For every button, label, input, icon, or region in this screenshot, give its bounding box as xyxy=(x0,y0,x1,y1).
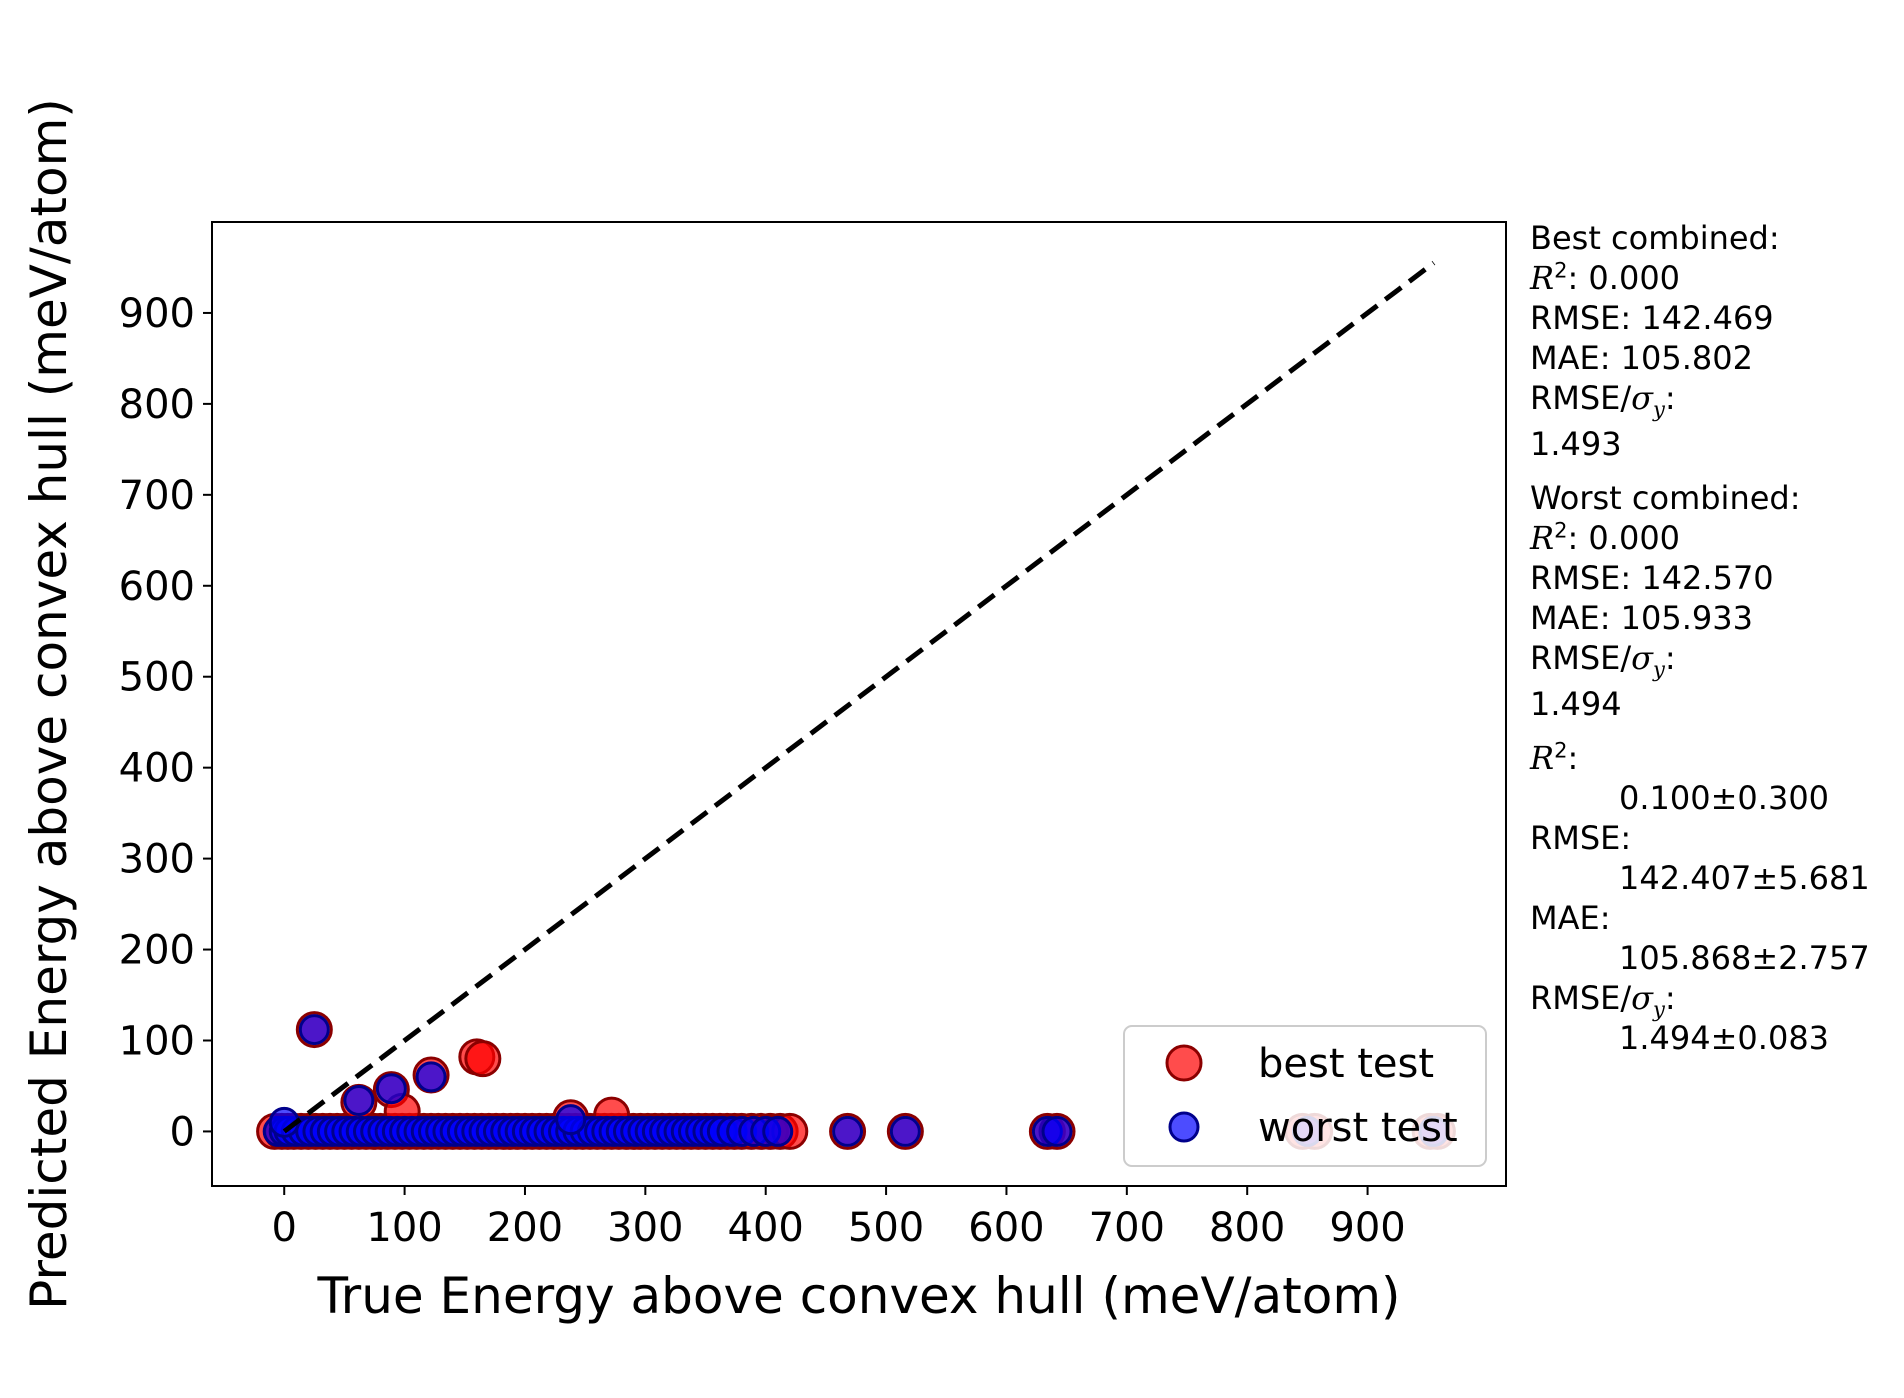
mean-mae-value: 105.868±2.757 xyxy=(1619,939,1870,977)
worst-test-point xyxy=(889,1115,921,1147)
legend-label-best: best test xyxy=(1258,1041,1434,1087)
x-tick-label: 500 xyxy=(848,1205,924,1251)
y-tick-label: 0 xyxy=(170,1109,195,1155)
worst-rmse: RMSE: 142.570 xyxy=(1530,559,1774,597)
legend-box xyxy=(1123,1025,1487,1167)
x-tick-label: 0 xyxy=(271,1205,296,1251)
best-heading: Best combined: xyxy=(1530,219,1780,257)
ticks-layer: 0 100 200 300 400 500 600 700 800 900 0 100 200 300 40… xyxy=(119,291,1406,1251)
mean-rmse-value: 142.407±5.681 xyxy=(1619,859,1870,897)
x-tick-label: 200 xyxy=(487,1205,563,1251)
worst-r2: R2: 0.000 xyxy=(1530,518,1681,557)
legend-label-worst: worst test xyxy=(1258,1105,1458,1151)
best-ratio-value: 1.493 xyxy=(1530,425,1622,463)
worst-test-point xyxy=(415,1061,447,1093)
plot-frame xyxy=(211,221,1507,1187)
x-tick-label: 800 xyxy=(1209,1205,1285,1251)
worst-mae: MAE: 105.933 xyxy=(1530,599,1753,637)
mean-ratio-value: 1.494±0.083 xyxy=(1619,1019,1830,1057)
legend-marker-best xyxy=(1165,1044,1203,1082)
best-r2: R2: 0.000 xyxy=(1530,258,1681,297)
x-tick-label: 100 xyxy=(366,1205,442,1251)
mean-r2-label: R2: xyxy=(1530,738,1579,777)
x-tick-label: 600 xyxy=(968,1205,1044,1251)
x-tick-label: 900 xyxy=(1329,1205,1405,1251)
y-tick-label: 200 xyxy=(119,928,195,974)
worst-test-point xyxy=(832,1115,864,1147)
mean-rmse-label: RMSE: xyxy=(1530,819,1632,857)
worst-test-point xyxy=(298,1014,330,1046)
y-tick-label: 500 xyxy=(119,655,195,701)
identity-line xyxy=(282,260,1436,1134)
y-tick-label: 700 xyxy=(119,473,195,519)
legend: best test worst test xyxy=(1123,1025,1487,1167)
y-tick-label: 300 xyxy=(119,837,195,883)
y-tick-label: 400 xyxy=(119,746,195,792)
worst-ratio-value: 1.494 xyxy=(1530,685,1622,723)
stats-panel: Best combined: R2: 0.000 RMSE: 142.469 M… xyxy=(1530,218,1900,1058)
y-tick-label: 900 xyxy=(119,291,195,337)
worst-test-point xyxy=(343,1085,375,1117)
mean-mae-label: MAE: xyxy=(1530,899,1611,937)
best-test-point xyxy=(464,1040,502,1078)
worst-heading: Worst combined: xyxy=(1530,479,1801,517)
worst-test-point xyxy=(555,1104,587,1136)
worst-test-point xyxy=(1041,1115,1073,1147)
y-tick-label: 100 xyxy=(119,1018,195,1064)
worst-test-point xyxy=(375,1073,407,1105)
best-rmse: RMSE: 142.469 xyxy=(1530,299,1774,337)
x-axis-label: True Energy above convex hull (meV/atom) xyxy=(316,1267,1400,1325)
y-tick-label: 800 xyxy=(119,382,195,428)
best-mae: MAE: 105.802 xyxy=(1530,339,1753,377)
mean-ratio-label: RMSE/σy: xyxy=(1530,979,1676,1022)
worst-ratio-label: RMSE/σy: xyxy=(1530,639,1676,682)
y-tick-label: 600 xyxy=(119,564,195,610)
x-tick-label: 300 xyxy=(607,1205,683,1251)
y-axis-label: Predicted Energy above convex hull (meV/… xyxy=(20,98,78,1310)
worst-test-point xyxy=(762,1115,794,1147)
x-tick-label: 700 xyxy=(1089,1205,1165,1251)
x-tick-label: 400 xyxy=(728,1205,804,1251)
mean-r2-value: 0.100±0.300 xyxy=(1619,779,1830,817)
legend-marker-worst xyxy=(1168,1111,1200,1143)
best-ratio-label: RMSE/σy: xyxy=(1530,379,1676,422)
